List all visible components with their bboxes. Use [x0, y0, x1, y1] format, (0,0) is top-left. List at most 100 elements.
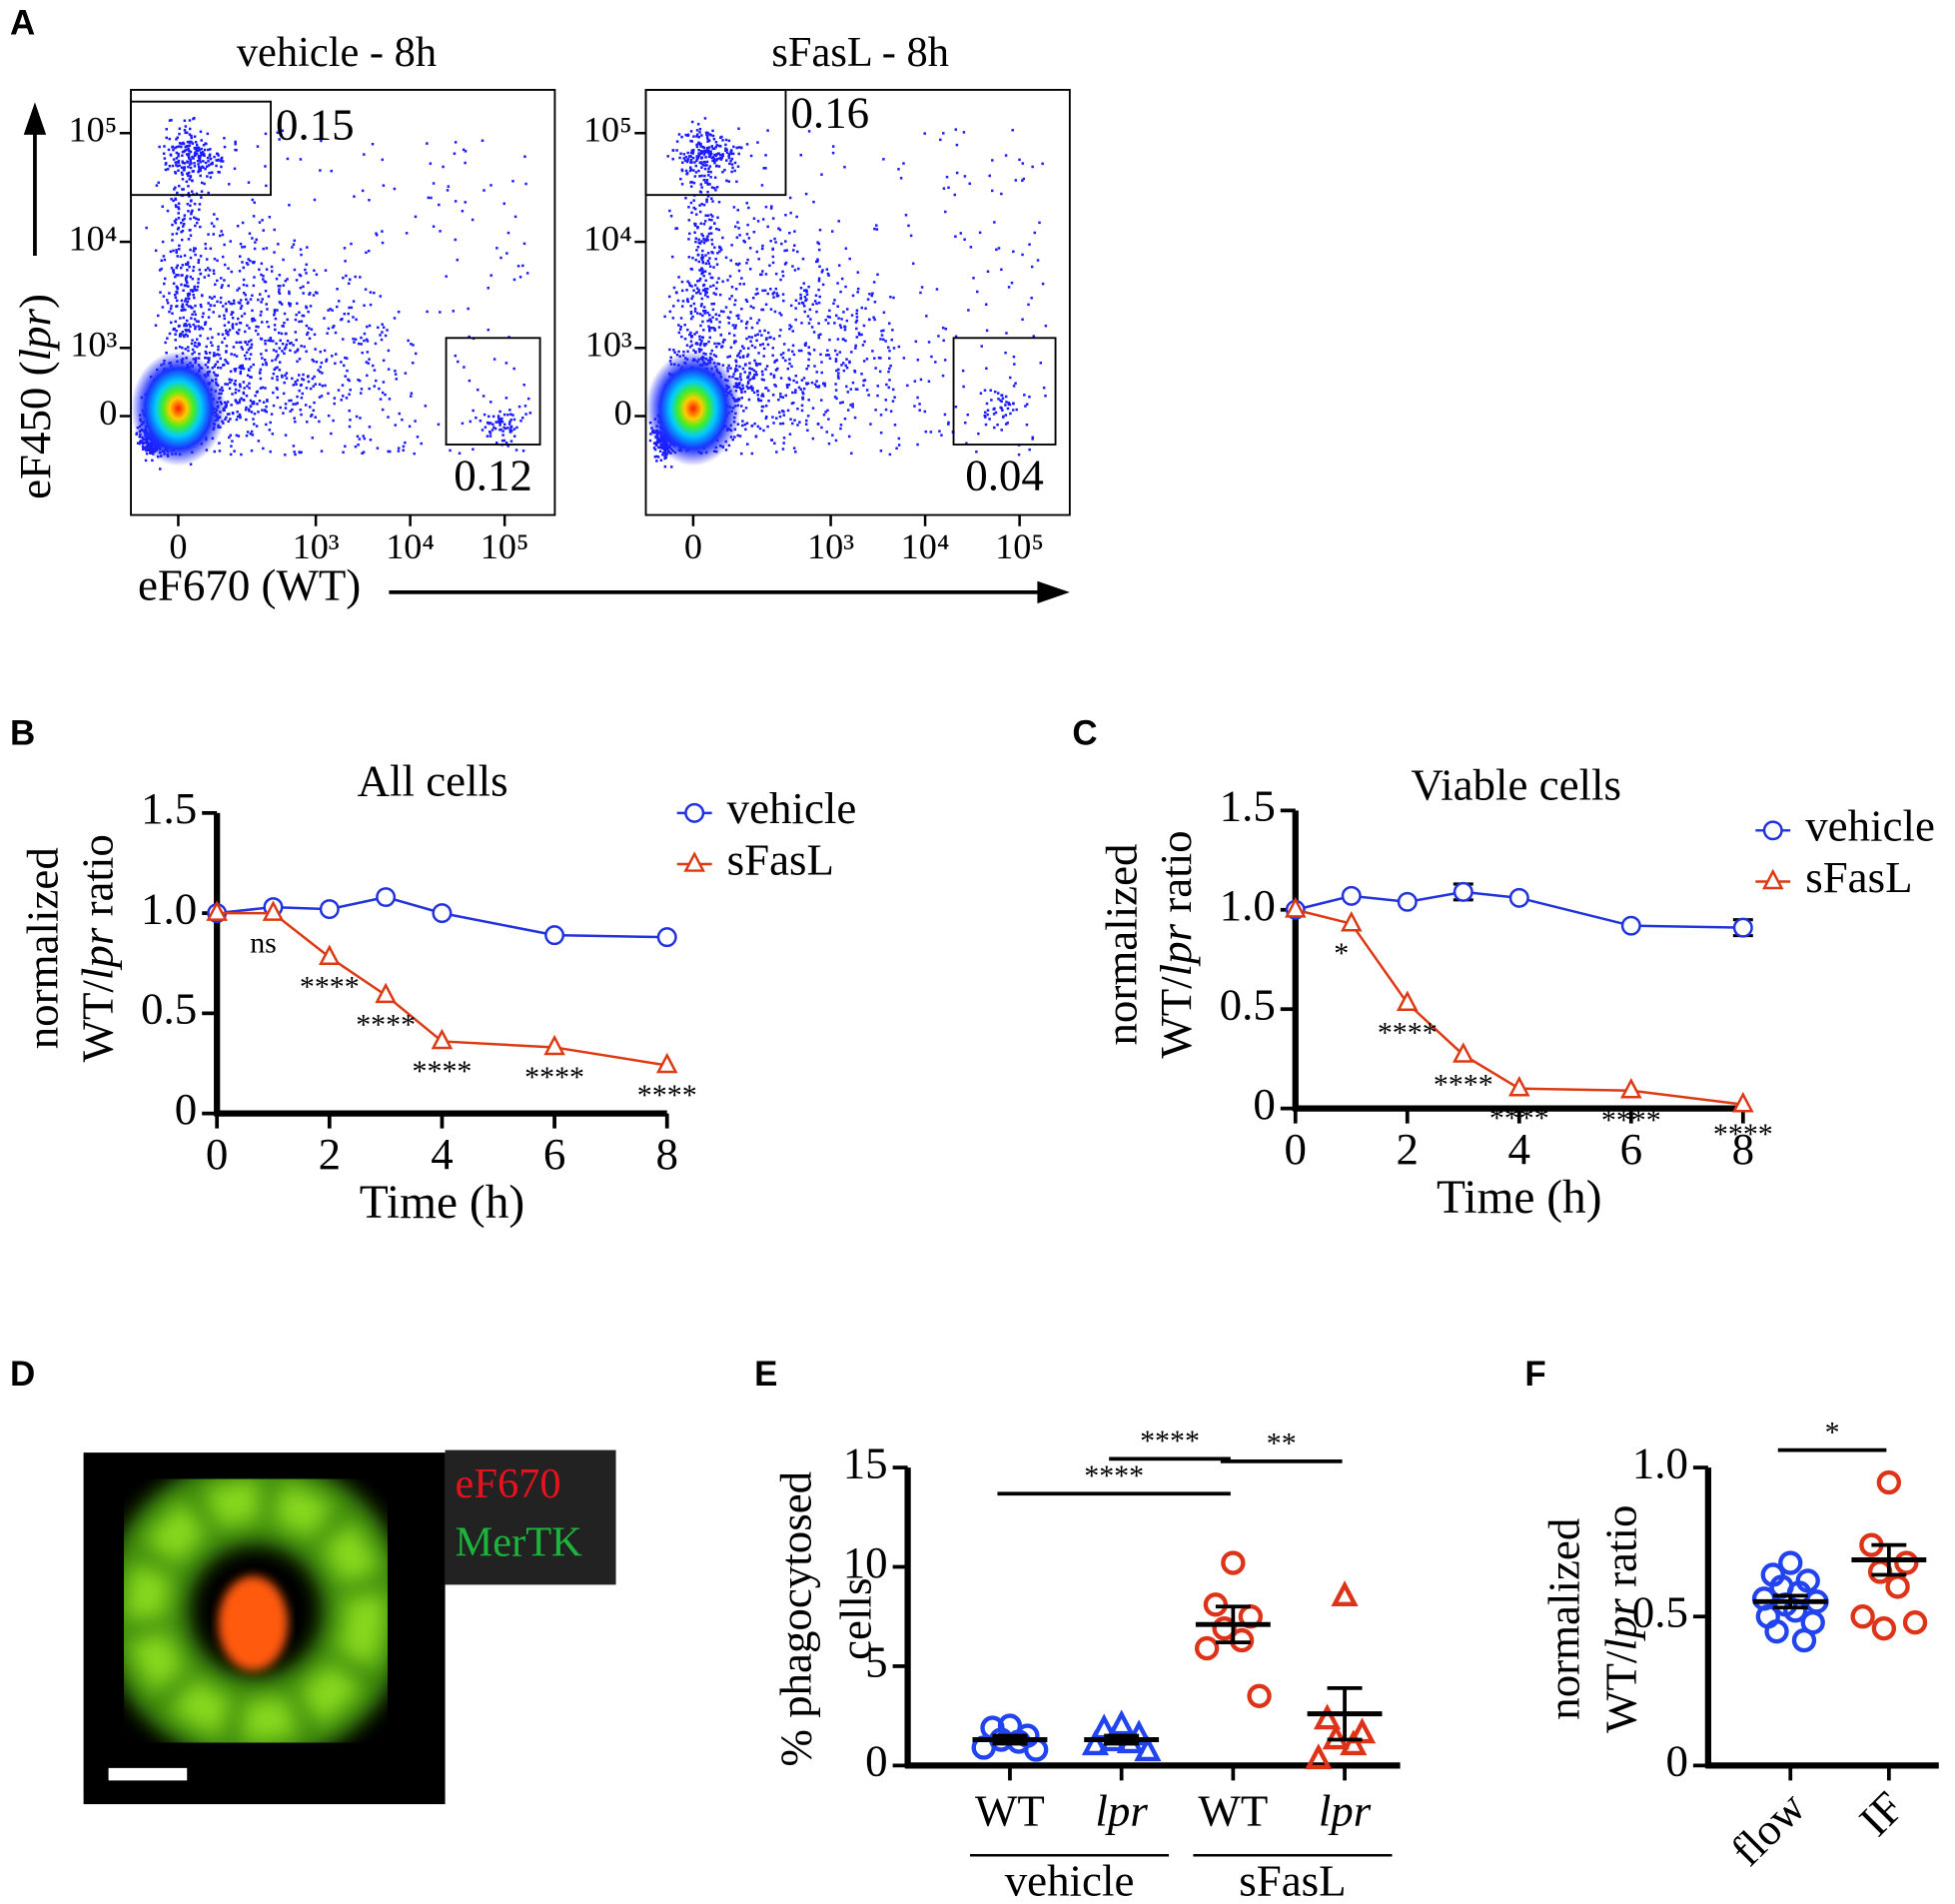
event-dot — [771, 247, 774, 251]
event-dot — [748, 372, 751, 376]
event-dot — [285, 377, 289, 380]
x-tick-label: 10³ — [293, 526, 340, 566]
event-dot — [779, 393, 782, 396]
event-dot — [375, 232, 378, 235]
event-dot — [234, 148, 237, 152]
event-dot — [413, 452, 416, 456]
event-dot — [762, 429, 765, 433]
event-dot — [700, 303, 703, 306]
event-dot — [204, 247, 208, 250]
event-dot — [267, 295, 271, 298]
event-dot — [764, 404, 768, 408]
event-dot — [334, 331, 338, 335]
event-dot — [197, 165, 201, 169]
event-dot — [190, 342, 194, 346]
event-dot — [283, 348, 287, 351]
event-dot — [220, 286, 224, 290]
event-dot — [213, 155, 216, 159]
event-dot — [262, 401, 266, 404]
event-dot — [702, 203, 706, 207]
marker — [1791, 1627, 1817, 1653]
event-dot — [778, 312, 781, 315]
event-dot — [843, 325, 846, 329]
event-dot — [943, 359, 947, 362]
event-dot — [187, 328, 190, 332]
event-dot — [345, 397, 349, 400]
event-dot — [373, 369, 377, 372]
event-dot — [284, 454, 287, 457]
event-dot — [799, 153, 803, 157]
event-dot — [177, 169, 180, 172]
event-dot — [263, 280, 267, 284]
x-tick-label: 2 — [1397, 1124, 1419, 1174]
x-tick-label: 4 — [1508, 1124, 1530, 1174]
event-dot — [989, 389, 992, 392]
event-dot — [212, 354, 216, 358]
event-dot — [194, 253, 197, 257]
event-dot — [199, 160, 202, 164]
event-dot — [200, 326, 203, 329]
event-dot — [208, 269, 212, 272]
event-dot — [264, 290, 268, 293]
event-dot — [690, 211, 693, 215]
event-dot — [279, 406, 282, 410]
event-dot — [250, 449, 254, 453]
event-dot — [703, 220, 707, 223]
event-dot — [708, 257, 711, 260]
event-dot — [698, 175, 701, 178]
event-dot — [693, 223, 697, 227]
event-dot — [209, 157, 213, 161]
event-dot — [305, 305, 308, 309]
event-dot — [843, 165, 846, 169]
event-dot — [198, 328, 201, 331]
event-dot — [747, 237, 751, 240]
event-dot — [330, 355, 334, 358]
event-dot — [784, 359, 787, 363]
event-dot — [748, 378, 752, 382]
event-dot — [162, 152, 166, 155]
event-dot — [729, 311, 732, 314]
event-dot — [414, 420, 417, 423]
event-dot — [739, 405, 743, 408]
event-dot — [867, 318, 871, 322]
event-dot — [323, 349, 327, 353]
event-dot — [729, 159, 732, 163]
event-dot — [165, 299, 169, 302]
event-dot — [192, 250, 196, 253]
plot-frame — [130, 89, 556, 516]
event-dot — [216, 353, 219, 356]
event-dot — [381, 230, 384, 233]
event-dot — [247, 348, 251, 352]
event-dot — [181, 154, 184, 157]
event-dot — [691, 152, 694, 155]
event-dot — [508, 420, 511, 424]
event-dot — [706, 311, 709, 315]
event-dot — [716, 252, 719, 255]
event-dot — [511, 414, 514, 417]
event-dot — [177, 206, 180, 209]
event-dot — [500, 417, 503, 421]
event-dot — [805, 298, 808, 301]
event-dot — [371, 142, 375, 146]
event-dot — [158, 145, 161, 149]
event-dot — [239, 365, 243, 368]
event-dot — [246, 324, 249, 328]
event-dot — [216, 152, 220, 156]
event-dot — [713, 176, 717, 179]
event-dot — [204, 269, 208, 272]
event-dot — [828, 357, 832, 361]
event-dot — [777, 398, 780, 402]
event-dot — [815, 302, 818, 306]
event-dot — [311, 413, 314, 417]
event-dot — [253, 412, 257, 416]
event-dot — [367, 362, 370, 365]
event-dot — [489, 422, 492, 425]
event-dot — [706, 319, 709, 323]
event-dot — [962, 385, 965, 389]
event-dot — [183, 119, 187, 123]
event-dot — [686, 151, 689, 155]
event-dot — [340, 399, 343, 402]
event-dot — [743, 390, 747, 394]
event-dot — [236, 289, 239, 292]
event-dot — [363, 153, 366, 156]
